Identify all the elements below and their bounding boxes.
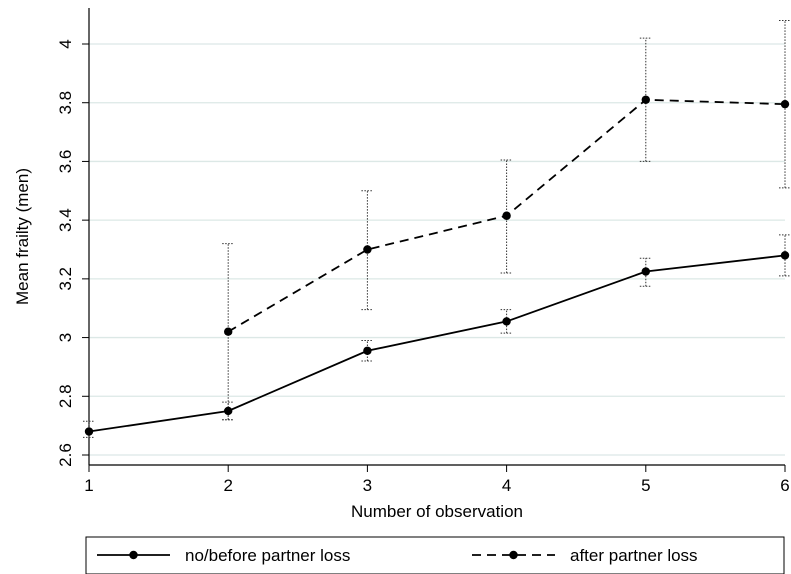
data-point-no-loss <box>641 267 650 276</box>
legend-label-no-loss: no/before partner loss <box>185 546 350 565</box>
y-axis-label: Mean frailty (men) <box>13 168 32 305</box>
y-tick-label: 2.6 <box>56 443 75 467</box>
y-tick-label: 4 <box>56 39 75 48</box>
legend-box <box>85 536 785 574</box>
data-point-no-loss <box>224 406 233 416</box>
axes: 2.6 2.8 3 3.2 3.4 3.6 3.8 4 1 2 3 4 5 6 <box>56 8 790 495</box>
data-point-after-loss <box>224 327 233 336</box>
data-point-after-loss <box>363 245 372 254</box>
legend-marker-no-loss <box>129 550 138 560</box>
data-point-no-loss <box>363 346 372 355</box>
data-point-no-loss <box>84 427 94 436</box>
y-tick-label: 3.6 <box>56 150 75 174</box>
y-tick-label: 2.8 <box>56 384 75 408</box>
grid-lines <box>89 43 785 456</box>
x-tick-label: 6 <box>780 476 789 495</box>
error-bars <box>83 20 791 438</box>
x-tick-label: 5 <box>641 476 650 495</box>
data-point-no-loss <box>780 251 790 260</box>
data-point-after-loss <box>641 95 650 104</box>
y-tick-label: 3 <box>56 333 75 342</box>
x-tick-label: 3 <box>363 476 372 495</box>
data-point-after-loss <box>502 211 511 220</box>
series-lines <box>88 98 786 433</box>
y-tick-label: 3.8 <box>56 91 75 115</box>
data-point-after-loss <box>780 99 790 109</box>
series-line-no-loss <box>88 254 786 433</box>
legend-marker-after-loss <box>509 550 518 560</box>
legend: no/before partner loss after partner loss <box>85 536 785 574</box>
data-point-no-loss <box>502 317 511 326</box>
y-tick-label: 3.2 <box>56 267 75 291</box>
legend-label-after-loss: after partner loss <box>570 546 698 565</box>
y-tick-label: 3.4 <box>56 208 75 232</box>
x-tick-label: 4 <box>502 476 511 495</box>
data-points <box>84 95 790 436</box>
x-tick-label: 2 <box>223 476 232 495</box>
x-axis-label: Number of observation <box>351 502 523 521</box>
x-tick-label: 1 <box>84 476 93 495</box>
